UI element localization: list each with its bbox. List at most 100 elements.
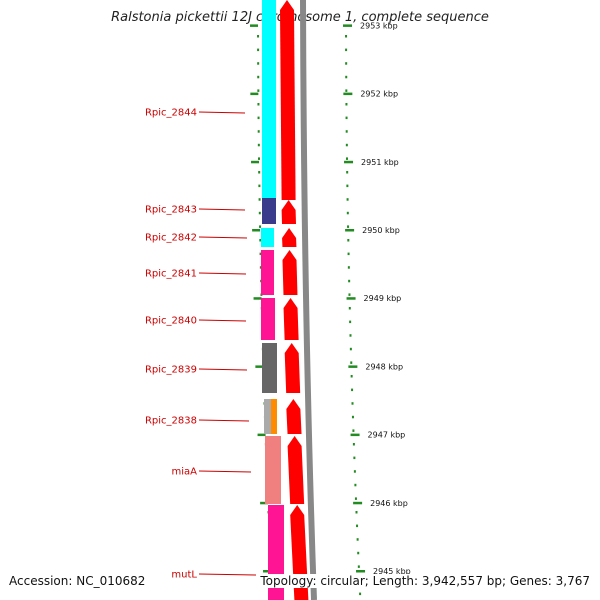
strand-arrow — [284, 343, 301, 393]
inner-minor-tick — [257, 62, 260, 65]
inner-minor-tick — [259, 252, 262, 256]
outer-minor-tick — [346, 171, 349, 174]
gene-layer — [261, 0, 284, 600]
outer-minor-tick — [345, 62, 348, 65]
outer-minor-tick — [347, 252, 350, 256]
outer-major-tick — [346, 297, 356, 300]
gene-label-leader — [198, 272, 247, 275]
outer-minor-tick — [349, 334, 352, 337]
gene-label-leader — [198, 111, 246, 114]
outer-minor-tick — [346, 198, 349, 201]
outer-major-tick — [356, 570, 366, 573]
outer-major-tick — [343, 24, 353, 27]
outer-minor-tick — [356, 524, 359, 528]
scale-tick-label: 2949 kbp — [364, 294, 402, 303]
inner-major-tick — [250, 24, 259, 27]
gene-block-rpic_2841 — [261, 250, 274, 295]
inner-minor-tick — [257, 48, 260, 52]
inner-minor-tick — [258, 184, 261, 188]
scale-tick-label: 2945 kbp — [373, 567, 411, 576]
gene-block-rpic_2843 — [262, 198, 276, 224]
outer-minor-tick — [347, 239, 350, 242]
outer-minor-tick — [352, 443, 355, 446]
inner-major-tick — [257, 433, 266, 437]
strand-arrow — [286, 399, 302, 434]
gene-label-rpic_2840: Rpic_2840 — [145, 316, 197, 327]
inner-minor-tick — [258, 157, 261, 160]
outer-minor-tick — [354, 483, 357, 487]
outer-minor-tick — [356, 538, 359, 541]
outer-minor-tick — [353, 456, 356, 460]
outer-minor-tick — [351, 388, 354, 392]
strand-arrow — [282, 228, 297, 247]
inner-major-tick — [260, 501, 269, 505]
gene-label-rpic_2839: Rpic_2839 — [145, 365, 197, 376]
strand-arrow — [280, 0, 296, 200]
outer-minor-tick — [345, 116, 348, 120]
outer-minor-tick — [345, 48, 348, 52]
gene-label-rpic_2841: Rpic_2841 — [145, 269, 197, 280]
outer-minor-tick — [345, 89, 348, 92]
footer: Accession: NC_010682 Topology: circular;… — [0, 574, 600, 594]
outer-major-tick — [343, 92, 353, 96]
backbone-ring — [300, 0, 317, 600]
outer-minor-tick — [349, 320, 352, 324]
inner-minor-tick — [257, 89, 260, 92]
inner-minor-tick — [257, 35, 260, 38]
inner-major-tick — [263, 570, 272, 573]
gene-label-mutl: mutL — [171, 570, 197, 581]
outer-minor-tick — [359, 592, 362, 596]
gene-block-miaa — [265, 436, 281, 504]
inner-minor-tick — [258, 211, 261, 215]
outer-minor-tick — [352, 429, 355, 432]
inner-major-tick — [253, 297, 262, 300]
outer-minor-tick — [348, 293, 351, 296]
scale-tick-label: 2950 kbp — [362, 226, 400, 235]
inner-major-tick — [255, 365, 264, 368]
gene-label-leader — [198, 419, 250, 422]
inner-minor-tick — [259, 266, 262, 269]
outer-minor-tick — [357, 565, 360, 568]
gene-label-leader — [198, 319, 247, 322]
gene-block-rpic_2844 — [262, 0, 276, 198]
gene-block-unlabeled — [271, 399, 277, 434]
inner-minor-tick — [257, 103, 260, 106]
map-title: Ralstonia pickettii 12J chromosome 1, co… — [111, 10, 489, 25]
outer-minor-tick — [348, 307, 351, 310]
outer-major-tick — [353, 501, 363, 505]
outer-minor-tick — [345, 103, 348, 106]
gene-label-rpic_2843: Rpic_2843 — [145, 205, 197, 216]
outer-minor-tick — [348, 279, 351, 283]
outer-minor-tick — [347, 266, 350, 269]
outer-minor-tick — [357, 551, 360, 555]
gene-label-miaa: miaA — [172, 467, 198, 478]
gene-label-rpic_2844: Rpic_2844 — [145, 108, 197, 119]
outer-minor-tick — [355, 511, 358, 514]
outer-minor-tick — [353, 470, 356, 473]
gene-label-leader — [198, 470, 252, 473]
strand-arrow — [283, 298, 299, 340]
inner-minor-tick — [258, 171, 261, 174]
inner-minor-tick — [257, 130, 260, 133]
inner-minor-tick — [257, 143, 260, 147]
outer-major-tick — [345, 229, 355, 232]
accession-text: Accession: NC_010682 — [9, 574, 150, 588]
outer-minor-tick — [345, 143, 348, 147]
gene-block-rpic_2840 — [261, 298, 275, 340]
genome-summary: Topology: circular; Length: 3,942,557 bp… — [258, 574, 590, 588]
outer-minor-tick — [351, 402, 354, 405]
inner-minor-tick — [259, 225, 262, 228]
inner-minor-tick — [258, 198, 261, 201]
gene-label-rpic_2842: Rpic_2842 — [145, 233, 197, 244]
gene-label-leader — [198, 208, 246, 211]
outer-minor-tick — [346, 184, 349, 188]
outer-minor-tick — [350, 375, 353, 378]
outer-minor-tick — [350, 361, 353, 364]
outer-minor-tick — [345, 35, 348, 38]
gene-label-leader — [198, 368, 248, 371]
strand-arrow — [281, 200, 297, 224]
outer-minor-tick — [345, 75, 348, 79]
outer-minor-tick — [347, 225, 350, 228]
strand-arrow — [282, 250, 298, 295]
